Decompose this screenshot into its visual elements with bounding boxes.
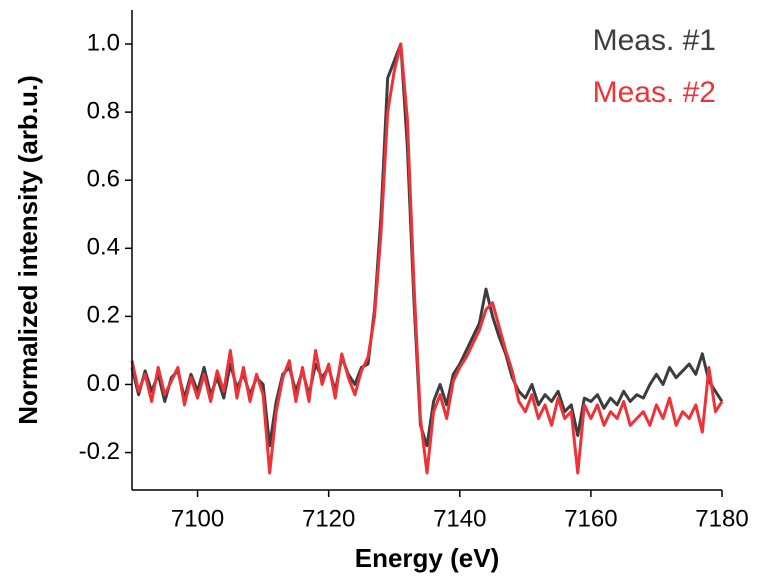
data-line	[130, 42, 724, 448]
x-tick-label: 7160	[564, 505, 617, 532]
y-tick-label: 0.4	[87, 234, 120, 261]
x-axis-title: Energy (eV)	[355, 543, 500, 573]
x-tick-label: 7120	[302, 505, 355, 532]
legend-label: Meas. #1	[593, 24, 716, 57]
x-tick-label: 7140	[433, 505, 486, 532]
legend-label: Meas. #2	[593, 76, 716, 109]
y-tick-label: 0.2	[87, 302, 120, 329]
y-axis-title: Normalized intensity (arb.u.)	[13, 75, 43, 425]
x-tick-label: 7100	[171, 505, 224, 532]
x-tick-label: 7180	[695, 505, 748, 532]
y-tick-label: 0.8	[87, 97, 120, 124]
data-line	[130, 42, 724, 475]
y-tick-label: 0.0	[87, 370, 120, 397]
y-tick-label: 0.6	[87, 166, 120, 193]
y-tick-label: -0.2	[79, 438, 120, 465]
y-tick-label: 1.0	[87, 29, 120, 56]
